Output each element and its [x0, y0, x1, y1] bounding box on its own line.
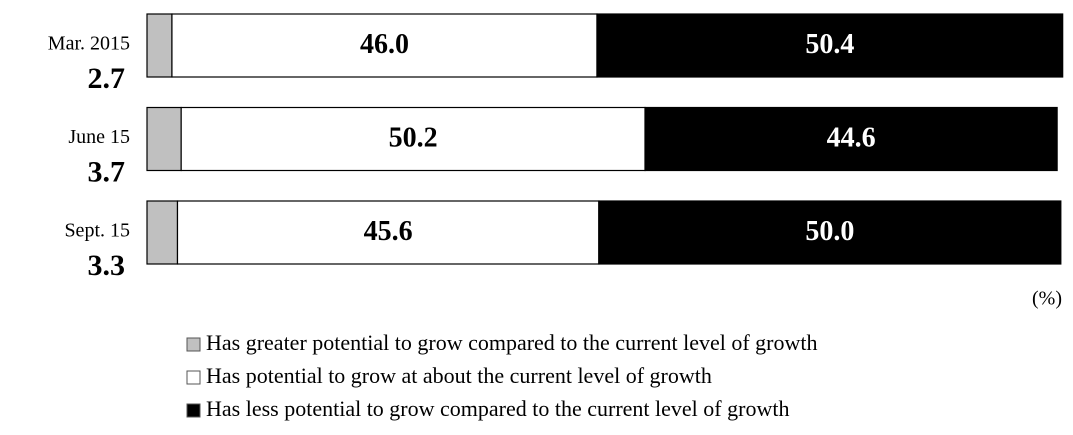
value-label: 2.7 [88, 62, 126, 95]
bar-segment [176, 200, 600, 265]
value-label: 45.6 [364, 216, 413, 247]
legend-label: Has greater potential to grow compared t… [206, 330, 818, 355]
value-label: 50.4 [805, 29, 854, 60]
bar-segment [180, 106, 646, 172]
category-label: Mar. 2015 [48, 33, 130, 55]
legend-label: Has potential to grow at about the curre… [206, 363, 712, 388]
bar-segment [596, 13, 1064, 78]
unit-label: (%) [1032, 288, 1062, 310]
category-label: June 15 [68, 126, 130, 148]
bar-segment [146, 200, 179, 265]
value-label: 46.0 [360, 29, 409, 60]
value-label: 3.7 [88, 155, 126, 188]
legend-marker [186, 403, 201, 418]
legend-marker [186, 370, 201, 385]
value-label: 3.3 [88, 249, 126, 282]
value-label: 44.6 [827, 122, 876, 153]
legend-marker [186, 337, 201, 352]
category-label: Sept. 15 [64, 220, 130, 242]
value-label: 50.0 [805, 216, 854, 247]
bar-segment [171, 13, 598, 78]
value-label: 50.2 [389, 122, 438, 153]
bar-segment [644, 106, 1058, 172]
bar-segment [146, 13, 173, 78]
legend-label: Has less potential to grow compared to t… [206, 396, 789, 421]
bar-segment [598, 200, 1062, 265]
bar-segment [146, 106, 182, 172]
